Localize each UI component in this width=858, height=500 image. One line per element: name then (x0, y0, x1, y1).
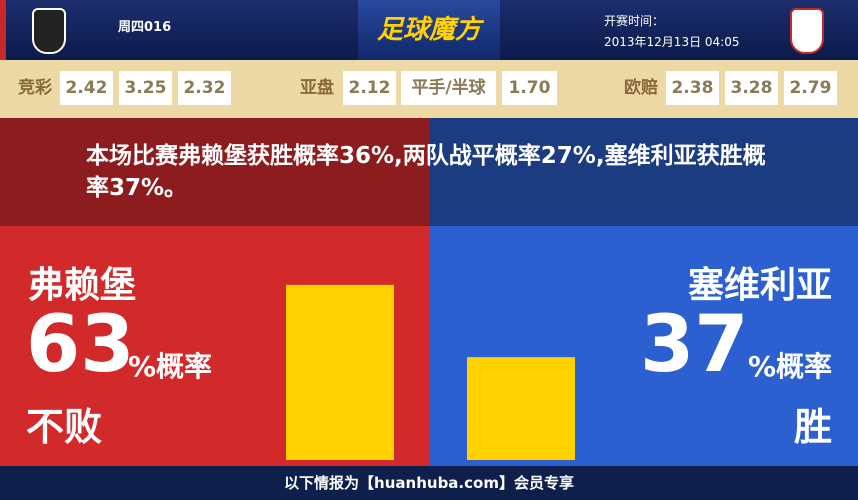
odds-bar: 竞彩 2.42 3.25 2.32 亚盘 2.12 平手/半球 1.70 欧赔 … (0, 60, 858, 118)
odds-value: 2.79 (784, 71, 837, 105)
bars (286, 284, 575, 460)
odds-value: 2.38 (666, 71, 719, 105)
odds-label: 竞彩 (18, 78, 52, 98)
away-logo (790, 8, 824, 54)
percent: 63 (26, 300, 135, 390)
panel (0, 118, 429, 226)
odds-value: 3.25 (119, 71, 172, 105)
odds-label: 欧赔 (624, 78, 658, 98)
odds-value: 平手/半球 (401, 71, 496, 105)
match-id: 周四016 (118, 20, 172, 35)
home-logo (32, 8, 66, 54)
panel (429, 118, 858, 226)
percent-suffix: %概率 (747, 350, 832, 383)
bar (467, 357, 575, 460)
header: 周四016 足球魔方 开赛时间： 2013年12月13日 04:05 (0, 0, 858, 60)
odds-value: 3.28 (725, 71, 778, 105)
odds-value: 2.32 (178, 71, 231, 105)
summary: 本场比赛弗赖堡获胜概率36%,两队战平概率27%,塞维利亚获胜概率37%。 (86, 143, 766, 201)
odds-value: 2.12 (343, 71, 396, 105)
footer: 以下情报为【huanhuba.com】会员专享 (0, 466, 858, 500)
kickoff-time: 2013年12月13日 04:05 (604, 35, 740, 49)
percent-suffix: %概率 (128, 350, 213, 383)
odds-label: 亚盘 (300, 78, 334, 98)
outcome: 胜 (793, 405, 832, 449)
odds-value: 1.70 (502, 71, 557, 105)
kickoff-label: 开赛时间： (604, 14, 665, 28)
odds-value: 2.42 (60, 71, 113, 105)
team-name: 塞维利亚 (687, 265, 832, 306)
outcome: 不败 (26, 405, 103, 449)
stripe (0, 0, 6, 60)
percent: 37 (640, 300, 749, 390)
bar (286, 284, 394, 460)
team-name: 弗赖堡 (28, 265, 137, 306)
logo: 足球魔方 (358, 0, 500, 60)
